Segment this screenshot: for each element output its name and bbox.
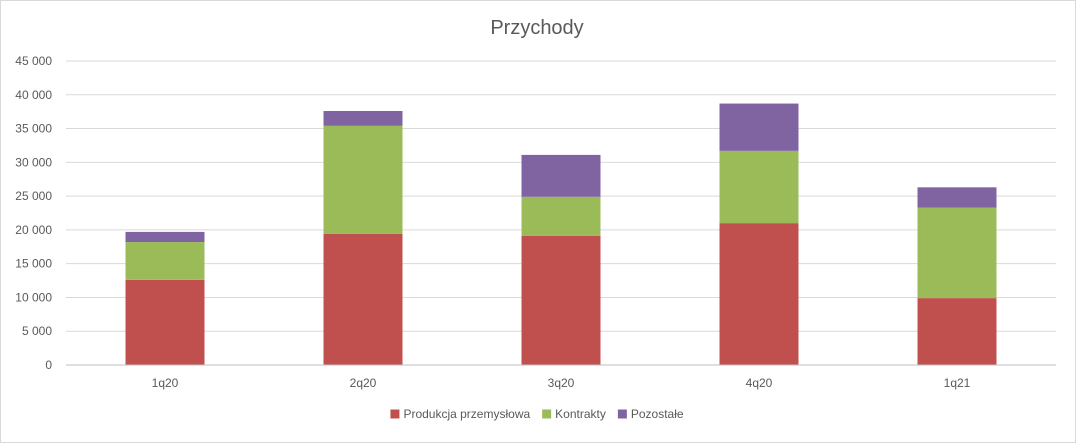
bar-segment <box>521 235 601 365</box>
bar-segment <box>323 233 403 365</box>
bar-segment <box>917 298 997 365</box>
legend-item: Produkcja przemysłowa <box>390 407 530 421</box>
y-tick-label: 20 000 <box>15 223 52 237</box>
legend-swatch <box>390 409 400 419</box>
bar-segment <box>521 154 601 197</box>
bar-segment <box>323 110 403 126</box>
legend-label: Pozostałe <box>631 407 684 421</box>
bars <box>125 103 997 365</box>
bar-segment <box>719 223 799 365</box>
y-tick-label: 25 000 <box>15 189 52 203</box>
y-tick-label: 35 000 <box>15 122 52 136</box>
y-tick-label: 10 000 <box>15 290 52 304</box>
y-tick-label: 5 000 <box>22 324 52 338</box>
legend-label: Produkcja przemysłowa <box>403 407 530 421</box>
x-tick-label: 4q20 <box>746 376 773 390</box>
legend-label: Kontrakty <box>555 407 606 421</box>
y-tick-label: 40 000 <box>15 88 52 102</box>
x-tick-label: 3q20 <box>548 376 575 390</box>
x-tick-label: 1q21 <box>944 376 971 390</box>
x-axis-ticks: 1q20 2q20 3q20 4q20 1q21 <box>152 376 971 390</box>
y-tick-label: 0 <box>45 358 52 372</box>
bar-segment <box>917 187 997 208</box>
legend-item: Kontrakty <box>542 407 606 421</box>
legend-swatch <box>542 409 552 419</box>
legend: Produkcja przemysłowa Kontrakty Pozostałe <box>390 407 684 421</box>
y-axis-ticks: 0 5 000 10 000 15 000 20 000 25 000 30 000 35 0… <box>15 54 52 372</box>
legend-swatch <box>617 409 627 419</box>
bar-segment <box>125 231 205 243</box>
y-tick-label: 45 000 <box>15 54 52 68</box>
bar-segment <box>125 242 205 280</box>
legend-item: Pozostałe <box>617 407 684 421</box>
chart-title: Przychody <box>490 17 583 39</box>
bar-segment <box>719 150 799 224</box>
y-tick-label: 15 000 <box>15 257 52 271</box>
bar-segment <box>125 279 205 365</box>
x-tick-label: 1q20 <box>152 376 179 390</box>
bar-segment <box>917 207 997 299</box>
x-tick-label: 2q20 <box>350 376 377 390</box>
bar-segment <box>323 125 403 234</box>
y-tick-label: 30 000 <box>15 155 52 169</box>
bar-segment <box>719 103 799 151</box>
bar-segment <box>521 196 601 236</box>
